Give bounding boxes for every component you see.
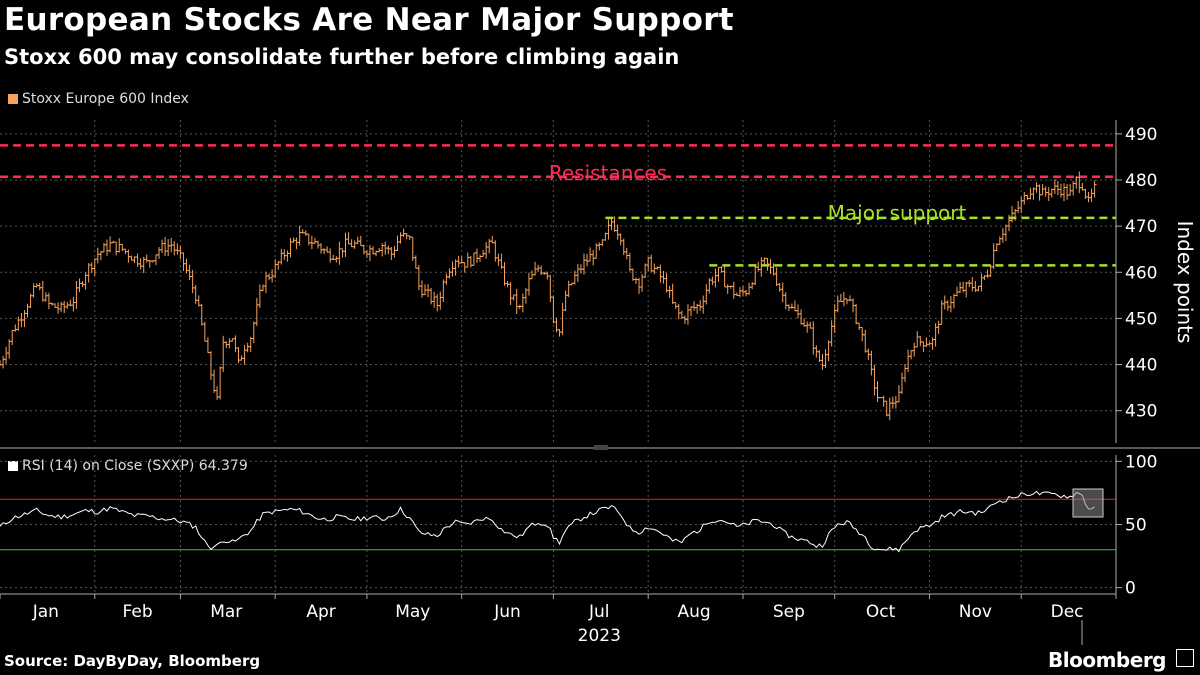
rsi-series [0,488,1116,553]
brand-square-icon [1176,649,1194,667]
price-series [0,171,1097,421]
x-tick-label: May [395,602,430,622]
price-y-tick-label: 480 [1125,171,1157,191]
x-tick-label: Aug [677,602,710,622]
annotations: Resistances Major support [549,161,967,225]
x-tick-label: Jan [32,602,59,622]
x-year-label: 2023 [578,626,621,646]
x-tick-label: Oct [866,602,896,622]
rsi-legend-label: RSI (14) on Close (SXXP) 64.379 [22,458,248,474]
axes: 430 440 450 460 470 480 490 0 50 100 Index points J… [0,120,1200,646]
price-legend-label: Stoxx Europe 600 Index [22,91,189,107]
reference-lines [0,144,1116,267]
x-tick-label: Mar [210,602,242,622]
chart-title: European Stocks Are Near Major Support [4,2,734,38]
price-y-axis-title: Index points [1173,221,1197,344]
panel-resize-handle [594,445,608,450]
price-y-tick-label: 470 [1125,217,1157,237]
x-tick-label: Jul [588,602,610,622]
x-tick-label: Apr [306,602,335,622]
chart-subtitle: Stoxx 600 may consolidate further before… [4,45,680,69]
x-tick-label: Feb [123,602,153,622]
brand-logo: Bloomberg [1048,648,1166,672]
rsi-y-tick-label: 0 [1125,579,1136,599]
rsi-legend-swatch [8,461,18,471]
price-legend: Stoxx Europe 600 Index [8,91,189,107]
price-y-tick-label: 460 [1125,263,1157,283]
price-y-tick-label: 450 [1125,309,1157,329]
price-y-tick-label: 440 [1125,356,1157,376]
price-legend-swatch [8,94,18,104]
rsi-y-tick-label: 100 [1125,452,1157,472]
price-y-tick-label: 430 [1125,402,1157,422]
rsi-legend: RSI (14) on Close (SXXP) 64.379 [8,458,248,474]
x-tick-label: Jun [493,602,521,622]
price-y-tick-label: 490 [1125,125,1157,145]
rsi-line [0,490,1095,553]
grid-layer [0,120,1116,594]
resistance-label: Resistances [549,161,667,185]
source-note: Source: DayByDay, Bloomberg [4,652,261,670]
rsi-highlight-box [1072,488,1104,518]
x-tick-label: Sep [773,602,805,622]
x-tick-label: Dec [1051,602,1084,622]
x-tick-label: Nov [959,602,992,622]
support-label: Major support [828,201,967,225]
rsi-y-tick-label: 50 [1125,516,1147,536]
